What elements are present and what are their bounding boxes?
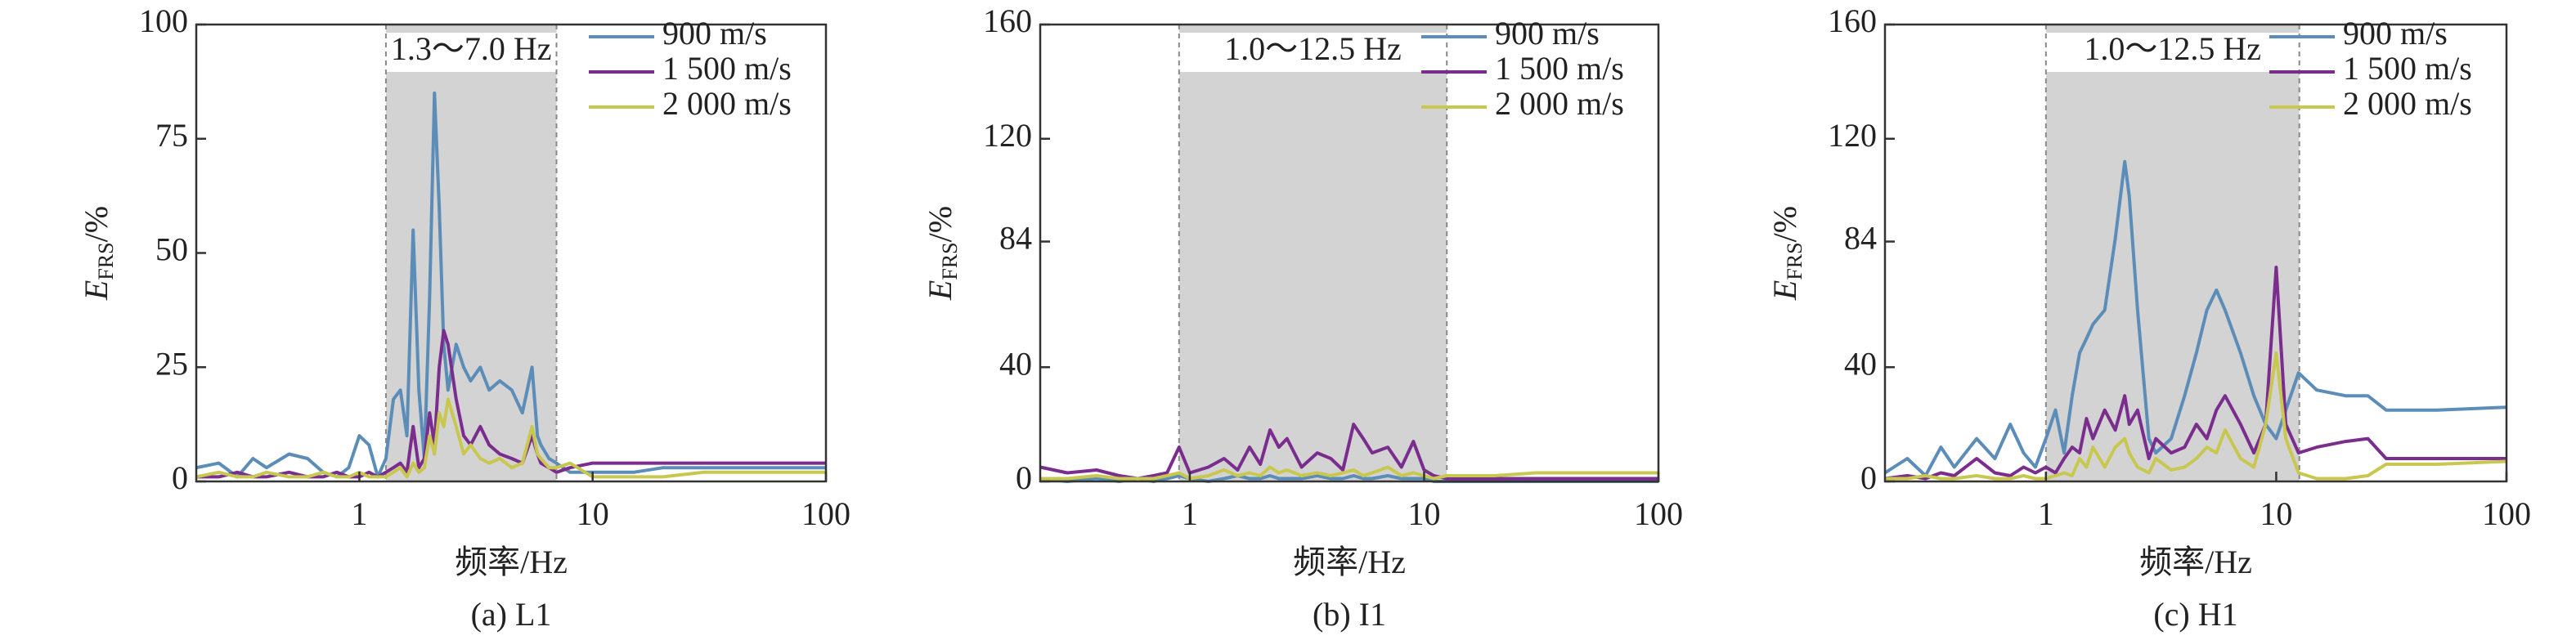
x-tick-label: 1 <box>351 495 367 532</box>
shaded-band <box>1178 25 1447 481</box>
y-tick-label: 50 <box>155 231 188 268</box>
legend-label: 1 500 m/s <box>2343 50 2472 87</box>
y-axis-label: EFRS/% <box>78 206 118 301</box>
x-tick-label: 100 <box>1634 495 1683 532</box>
caption: (b) I1 <box>1313 596 1386 633</box>
axes-frame <box>1039 23 1660 483</box>
data-line <box>1040 465 1658 481</box>
y-label-main: E <box>922 280 958 301</box>
panel: 1.0～12.5 Hz 0 40 84 120 160 1 10 100 EFRS/% 频率/Hz (… <box>922 2 1683 633</box>
data-line <box>1884 266 2506 481</box>
caption: (c) H1 <box>2153 596 2237 633</box>
y-label-rest: /% <box>78 206 114 242</box>
y-label-sub: FRS <box>94 242 118 280</box>
y-tick-label: 160 <box>1828 2 1877 39</box>
y-tick-label: 40 <box>999 345 1032 382</box>
y-tick-label: 84 <box>1844 220 1877 257</box>
band-label: 1.0～12.5 Hz <box>1224 30 1402 67</box>
y-tick-label: 40 <box>1844 345 1877 382</box>
y-tick-label: 84 <box>999 220 1032 257</box>
y-axis-label: EFRS/% <box>922 206 962 301</box>
legend-label: 1 500 m/s <box>1495 50 1624 87</box>
x-tick-label: 1 <box>2038 495 2054 532</box>
legend-label: 2 000 m/s <box>2343 85 2472 122</box>
x-tick-label: 100 <box>2482 495 2531 532</box>
y-axis-label: EFRS/% <box>1766 206 1806 301</box>
legend-label: 1 500 m/s <box>662 50 792 87</box>
legend-label: 900 m/s <box>662 15 767 51</box>
y-label-rest: /% <box>922 206 958 242</box>
y-label-main: E <box>78 280 114 301</box>
y-label-rest: /% <box>1766 206 1803 242</box>
x-tick-label: 1 <box>1182 495 1198 532</box>
band-label-bg <box>1178 33 1447 72</box>
data-line <box>195 397 826 479</box>
x-tick-label: 10 <box>1407 495 1440 532</box>
band-label-bg <box>2045 33 2300 72</box>
legend-label: 900 m/s <box>1495 15 1600 51</box>
band-label: 1.3～7.0 Hz <box>391 30 552 67</box>
y-tick-label: 75 <box>155 117 188 154</box>
panel: 1.0～12.5 Hz 0 40 84 120 160 1 10 100 EFRS/% 频率/Hz (… <box>1766 2 2531 633</box>
y-tick-label: 120 <box>983 117 1032 154</box>
legend-label: 900 m/s <box>2343 15 2448 51</box>
y-tick-label: 0 <box>1860 459 1877 496</box>
x-axis-label: 频率/Hz <box>1293 544 1406 580</box>
legend-label: 2 000 m/s <box>662 85 792 122</box>
y-tick-label: 120 <box>1828 117 1877 154</box>
y-label-main: E <box>1766 280 1803 301</box>
caption: (a) L1 <box>471 596 552 633</box>
data-line <box>1883 159 2507 477</box>
band-label: 1.0～12.5 Hz <box>2084 30 2261 67</box>
y-tick-label: 100 <box>139 2 188 39</box>
y-label-sub: FRS <box>1783 242 1806 280</box>
panel: 1.3～7.0 Hz 0 25 50 75 100 1 10 100 EFRS/% 频率/Hz (a)… <box>78 2 850 633</box>
y-tick-label: 0 <box>172 459 188 496</box>
x-axis-label: 频率/Hz <box>2139 544 2252 580</box>
y-tick-label: 0 <box>1016 459 1032 496</box>
y-tick-label: 25 <box>155 345 188 382</box>
x-tick-label: 100 <box>801 495 850 532</box>
y-label-sub: FRS <box>938 242 962 280</box>
band-label-bg <box>385 33 557 72</box>
legend-label: 2 000 m/s <box>1495 85 1624 122</box>
axes-frame <box>1883 23 2508 483</box>
x-tick-label: 10 <box>577 495 609 532</box>
x-axis-label: 频率/Hz <box>455 544 568 580</box>
data-line <box>1885 351 2507 481</box>
x-tick-label: 10 <box>2260 495 2292 532</box>
y-tick-label: 160 <box>983 2 1032 39</box>
